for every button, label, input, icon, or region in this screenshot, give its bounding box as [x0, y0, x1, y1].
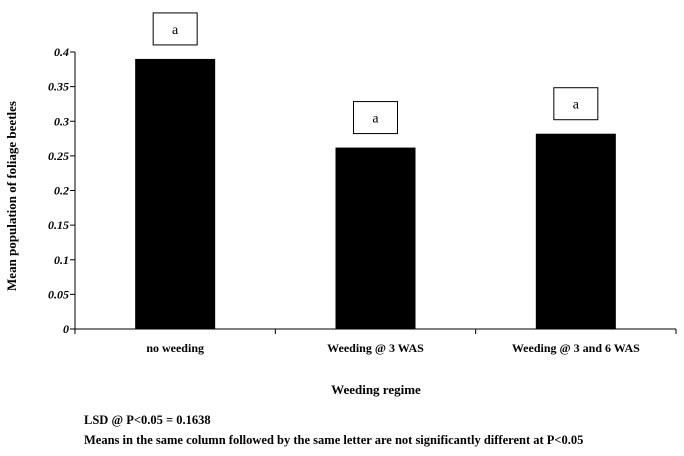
- x-tick-label: Weeding @ 3 WAS: [327, 341, 424, 355]
- y-tick-label: 0.05: [48, 287, 69, 301]
- y-tick-label: 0.25: [48, 149, 69, 163]
- x-axis-title: Weeding regime: [331, 382, 421, 397]
- significance-letter-box: [553, 87, 599, 121]
- y-tick-label: 0.35: [48, 80, 69, 94]
- y-tick-label: 0.15: [48, 218, 69, 232]
- y-tick-label: 0.2: [54, 184, 69, 198]
- y-tick-label: 0: [63, 322, 69, 336]
- chart-bars: [135, 58, 616, 330]
- x-tick-label: no weeding: [146, 341, 204, 355]
- significance-letter-box: [353, 101, 398, 135]
- y-tick-label: 0.1: [54, 253, 69, 267]
- bar: [335, 147, 416, 329]
- significance-letter: a: [372, 112, 379, 127]
- significance-letter-box: [152, 12, 198, 46]
- y-tick-label: 0.4: [54, 45, 69, 59]
- chart-labels: 0 0.05 0.1 0.15 0.2 0.25 0.3 0.35 0.4 no weeding a…: [48, 12, 640, 355]
- bar: [135, 58, 216, 330]
- x-tick-label: Weeding @ 3 and 6 WAS: [512, 341, 640, 355]
- y-tick-label: 0.3: [54, 114, 69, 128]
- significance-letter: a: [573, 98, 580, 113]
- significance-letter: a: [172, 23, 179, 38]
- bar: [535, 133, 616, 329]
- y-axis-title: Mean population of foliage beetles: [4, 101, 19, 291]
- significance-footnote: Means in the same column followed by the…: [84, 433, 584, 447]
- lsd-note: LSD @ P<0.05 = 0.1638: [84, 413, 211, 427]
